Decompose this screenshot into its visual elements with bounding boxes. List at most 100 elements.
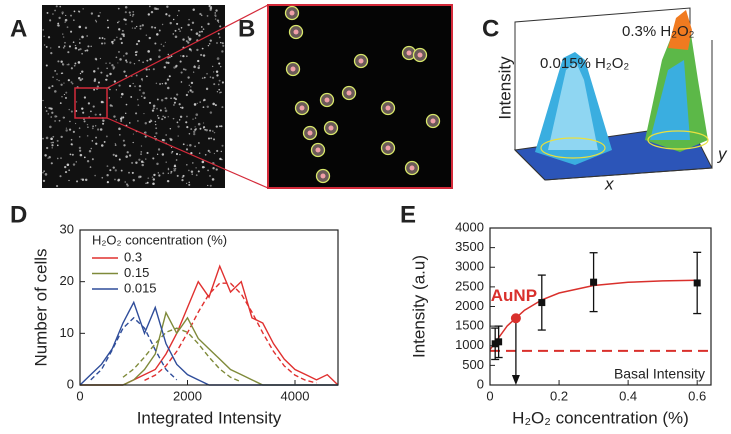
annotation-point [510, 313, 521, 324]
cell-dot [117, 178, 121, 182]
cell-dot [175, 152, 179, 156]
cell-dot [94, 57, 98, 61]
cell-dot [58, 79, 60, 82]
cell-dot [211, 76, 215, 79]
cell-dot [144, 122, 147, 125]
cell-dot [149, 58, 152, 61]
cell-dot [133, 63, 136, 65]
x-tick-label: 2000 [173, 388, 202, 403]
cell-core [289, 10, 295, 16]
cell-dot [176, 22, 179, 25]
cell-dot [209, 111, 213, 114]
cell-dot [125, 59, 127, 62]
cell-dot [168, 56, 171, 59]
cell-dot [124, 6, 128, 9]
zoom-line [106, 117, 269, 189]
cell-dot [132, 133, 134, 135]
cell-dot [194, 126, 196, 128]
cell-dot [43, 35, 45, 37]
cell-dot [113, 80, 117, 83]
x-tick-label: 0.6 [688, 388, 706, 403]
cell-dot [173, 167, 175, 170]
cell-core [320, 173, 326, 179]
cell-dot [217, 21, 220, 23]
cell-dot [60, 157, 62, 159]
cell-dot [94, 174, 96, 177]
cell-dot [175, 159, 178, 161]
cell-dot [57, 60, 60, 63]
cell-dot [64, 165, 67, 169]
x-axis-label: x [604, 174, 614, 193]
cell-dot [138, 59, 140, 62]
cell-dot [115, 89, 117, 91]
cell-dot [209, 129, 212, 132]
cell-dot [165, 61, 168, 64]
cell-dot [129, 14, 132, 16]
cell-dot [86, 35, 89, 37]
cell-dot [107, 26, 110, 29]
cell-dot [185, 93, 189, 97]
cell-dot [175, 64, 178, 67]
cell-dot [68, 45, 72, 48]
cell-dot [61, 11, 64, 14]
cell-dot [121, 92, 124, 96]
cell-dot [132, 13, 135, 16]
cell-dot [218, 36, 221, 39]
cell-dot [170, 152, 173, 154]
cell-dot [94, 113, 97, 116]
cell-dot [193, 71, 195, 73]
cell-dot [119, 117, 123, 120]
cell-dot [169, 137, 172, 140]
cell-dot [164, 116, 166, 119]
series-line [79, 300, 338, 386]
cell-dot [202, 99, 205, 102]
cell-dot [191, 90, 194, 94]
cell-dot [63, 82, 65, 84]
x-tick-label: 0.2 [550, 388, 568, 403]
cell-dot [215, 70, 219, 73]
cell-dot [166, 179, 170, 183]
cell-dot [161, 138, 165, 142]
cell-dot [112, 153, 115, 156]
cell-dot [66, 163, 70, 166]
cell-dot [95, 125, 97, 127]
cell-dot [219, 25, 222, 28]
cell-core [358, 58, 364, 64]
y-tick-label: 4000 [455, 219, 484, 234]
cell-dot [173, 101, 176, 104]
cell-dot [150, 10, 154, 14]
cell-dot [222, 44, 225, 47]
cell-dot [174, 98, 178, 101]
cell-dot [193, 132, 196, 136]
cell-dot [176, 14, 179, 17]
cell-dot [63, 93, 66, 96]
cell-dot [217, 32, 220, 35]
cell-dot [94, 19, 97, 22]
cell-dot [197, 122, 201, 126]
cell-dot [203, 76, 206, 79]
cell-dot [135, 161, 138, 164]
cell-dot [190, 170, 194, 173]
cell-dot [181, 106, 184, 109]
cell-dot [201, 160, 205, 164]
cell-dot [81, 52, 83, 55]
cell-core [417, 52, 423, 58]
cell-dot [209, 39, 212, 42]
cell-dot [111, 40, 114, 44]
cell-dot [128, 122, 131, 124]
cell-dot [209, 76, 212, 78]
arrow-head [511, 375, 520, 385]
cell-dot [167, 61, 170, 64]
cell-dot [140, 160, 144, 164]
cell-dot [180, 26, 183, 29]
cell-dot [207, 184, 209, 187]
cell-dot [90, 110, 92, 113]
cell-dot [156, 162, 159, 166]
cell-dot [186, 144, 188, 146]
cell-dot [210, 6, 213, 8]
cell-dot [194, 145, 196, 148]
cell-dot [125, 52, 128, 55]
cell-dots [42, 4, 225, 188]
point [538, 299, 546, 307]
cell-dot [188, 37, 190, 39]
